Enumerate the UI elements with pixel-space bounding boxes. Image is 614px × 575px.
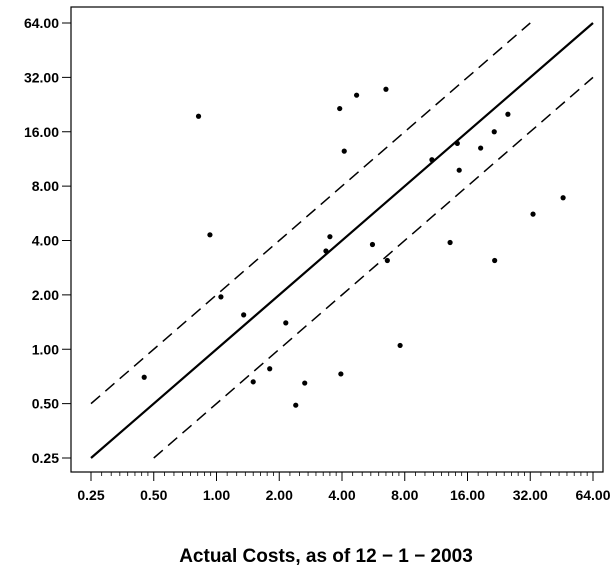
- reference-lines: [90, 22, 594, 459]
- identity-line: [90, 22, 594, 459]
- plot-frame: [70, 6, 604, 473]
- y-tick-label: 2.00: [32, 287, 59, 303]
- data-point: [505, 111, 511, 117]
- data-point: [302, 380, 308, 386]
- data-point: [369, 241, 376, 248]
- data-point: [293, 402, 299, 408]
- x-tick-label: 2.00: [266, 487, 293, 503]
- x-tick-label: 32.00: [513, 487, 548, 503]
- y-tick-label: 1.00: [32, 341, 59, 357]
- data-point: [456, 167, 462, 173]
- y-tick-label: 32.00: [24, 69, 59, 85]
- data-point: [353, 92, 360, 98]
- y-tick-label: 64.00: [24, 15, 59, 31]
- data-point: [250, 379, 256, 385]
- y-tick-label: 4.00: [32, 233, 59, 249]
- data-point: [207, 232, 213, 238]
- data-point: [241, 312, 247, 318]
- data-points: [141, 86, 566, 408]
- data-point: [447, 239, 453, 246]
- y-tick-label: 8.00: [32, 178, 59, 194]
- x-tick-label: 1.00: [203, 487, 230, 503]
- y-tick-label: 16.00: [24, 124, 59, 140]
- x-tick-label: 0.25: [77, 487, 104, 503]
- data-point: [327, 234, 333, 240]
- x-axis: 0.25 0.50 1.00 2.00 4.00 8.00 16.00 32.00 64.00: [77, 472, 611, 503]
- x-tick-label: 64.00: [575, 487, 610, 503]
- x-axis-title: Actual Costs, as of 12 − 1 − 2003: [179, 546, 473, 567]
- x-tick-label: 0.50: [140, 487, 167, 503]
- data-point: [429, 157, 435, 163]
- data-point: [341, 148, 347, 154]
- data-point: [478, 145, 484, 151]
- x-tick-label: 4.00: [328, 487, 355, 503]
- data-point: [323, 248, 329, 254]
- data-point: [454, 140, 460, 146]
- data-point: [195, 113, 202, 119]
- data-point: [337, 105, 343, 112]
- y-tick-label: 0.25: [32, 450, 59, 466]
- data-point: [141, 374, 147, 380]
- data-point: [283, 320, 289, 326]
- dashed-bound-line-2: [153, 76, 594, 459]
- x-tick-label: 8.00: [391, 487, 418, 503]
- data-point: [491, 129, 497, 135]
- x-tick-label: 16.00: [450, 487, 485, 503]
- y-axis: 0.25 0.50 1.00 2.00 4.00 8.00 16.00 32.00 64.00: [24, 15, 71, 466]
- data-point: [560, 195, 566, 201]
- data-point: [218, 294, 224, 300]
- data-point: [267, 366, 273, 372]
- data-point: [397, 342, 403, 349]
- data-point: [530, 211, 536, 217]
- data-point: [383, 86, 389, 92]
- dashed-bound-line-1: [90, 22, 531, 405]
- data-point: [492, 257, 498, 264]
- data-point: [338, 371, 344, 377]
- y-tick-label: 0.50: [32, 396, 59, 412]
- data-point: [384, 257, 390, 264]
